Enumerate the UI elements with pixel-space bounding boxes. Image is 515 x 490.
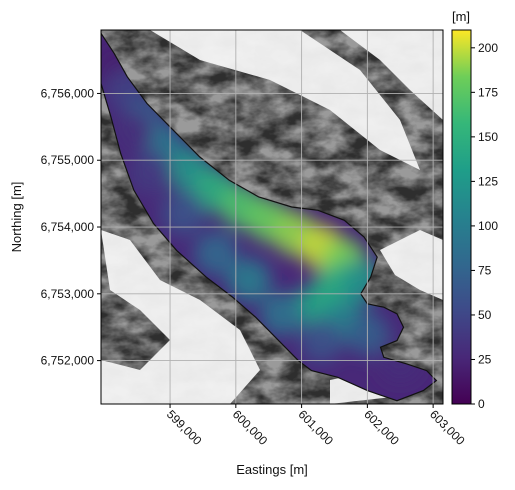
y-tick-label: 6,754,000 <box>41 220 95 234</box>
colorbar-tick-label: 25 <box>478 352 492 366</box>
thickness-sample <box>227 258 271 303</box>
plot-frame <box>100 29 444 405</box>
colorbar-tick-label: 125 <box>478 174 498 188</box>
x-tick-label: 600,000 <box>230 407 271 448</box>
x-tick-label: 603,000 <box>427 407 468 448</box>
colorbar-tick-label: 75 <box>478 263 492 277</box>
thickness-sample <box>108 111 153 156</box>
colorbar-ticks: 0 25 50 75 100 125 150 175 200 <box>471 41 498 411</box>
glacier-outline <box>101 32 438 402</box>
x-axis-label: Eastings [m] <box>236 462 308 477</box>
colorbar-tick-label: 175 <box>478 85 498 99</box>
y-axis: 6,752,000 6,753,000 6,754,000 6,755,000 6,75… <box>41 86 101 368</box>
colorbar: 0 25 50 75 100 125 150 175 200 [m] <box>451 9 498 411</box>
y-tick-label: 6,753,000 <box>41 287 95 301</box>
thickness-sample <box>259 291 304 336</box>
thickness-sample <box>128 151 173 196</box>
gridlines <box>101 30 443 404</box>
colorbar-tick-label: 200 <box>478 41 498 55</box>
y-axis-label: Northing [m] <box>9 182 24 253</box>
x-tick-label: 602,000 <box>361 407 402 448</box>
colorbar-label: [m] <box>452 9 470 24</box>
colorbar-tick-label: 150 <box>478 130 498 144</box>
colorbar-tick-label: 50 <box>478 308 492 322</box>
map-plot-area <box>101 30 443 404</box>
thickness-sample <box>194 231 239 276</box>
x-tick-label: 601,000 <box>295 407 336 448</box>
y-tick-label: 6,756,000 <box>41 86 95 100</box>
x-tick-label: 599,000 <box>164 407 205 448</box>
thickness-sample <box>299 318 344 363</box>
thickness-sample <box>161 191 206 236</box>
x-axis: 599,000 600,000 601,000 602,000 603,000 <box>164 404 468 448</box>
colorbar-tick-label: 100 <box>478 219 498 233</box>
y-tick-label: 6,755,000 <box>41 153 95 167</box>
colorbar-tick-label: 0 <box>478 397 485 411</box>
y-tick-label: 6,752,000 <box>41 354 95 368</box>
colorbar-gradient <box>451 29 472 405</box>
